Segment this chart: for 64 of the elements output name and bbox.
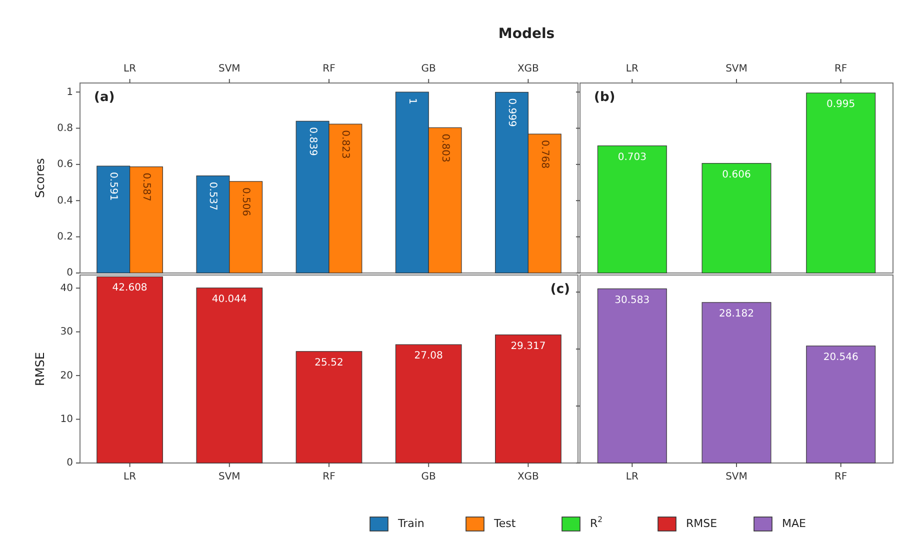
legend-label: RMSE xyxy=(686,517,718,530)
x-tick-label: RF xyxy=(322,472,336,483)
data-label: 1 xyxy=(406,98,418,104)
data-label: 27.08 xyxy=(414,350,443,362)
y-tick-label: 0 xyxy=(66,458,73,469)
data-label: 0.768 xyxy=(538,140,550,169)
x-tick-label: LR xyxy=(626,64,638,75)
bar xyxy=(495,334,562,464)
x-tick-label: XGB xyxy=(517,64,540,75)
bar xyxy=(296,351,362,464)
data-label: 20.546 xyxy=(823,352,858,363)
y-tick-label: 0 xyxy=(66,268,73,279)
data-label: 29.317 xyxy=(510,340,546,352)
data-label: 0.823 xyxy=(340,130,351,159)
y-tick-label: 30 xyxy=(60,326,73,338)
x-tick-label: SVM xyxy=(218,64,240,75)
x-tick-label: SVM xyxy=(726,64,748,75)
legend-label: Train xyxy=(397,517,424,530)
data-label: 42.608 xyxy=(112,282,148,294)
data-label: 0.803 xyxy=(439,134,450,162)
data-label: 25.52 xyxy=(314,357,344,368)
x-tick-label: RF xyxy=(834,64,848,75)
y-tick-label: 0.2 xyxy=(57,232,73,243)
x-tick-label: XGB xyxy=(517,472,540,483)
bar xyxy=(395,344,462,464)
data-label: 0.591 xyxy=(108,172,119,201)
legend-label: R$^{2}$ xyxy=(590,514,603,530)
annotation: (a) xyxy=(94,90,115,105)
data-label: 0.506 xyxy=(240,187,252,216)
legend-label: Test xyxy=(493,517,516,530)
x-tick-label: SVM xyxy=(218,472,240,483)
y-tick-label: 0.8 xyxy=(57,122,73,134)
text: MAE xyxy=(782,517,806,530)
data-label: 0.703 xyxy=(618,152,646,163)
data-label: 0.587 xyxy=(140,172,152,202)
y-tick-label: 1 xyxy=(66,86,73,98)
data-label: 0.839 xyxy=(306,127,318,156)
y-tick-label: 40 xyxy=(60,282,73,294)
x-tick-label: RF xyxy=(322,64,336,75)
y-tick-label: 10 xyxy=(60,414,73,426)
bar xyxy=(196,288,263,464)
y-tick-label: 0.4 xyxy=(57,195,73,206)
x-tick-label: GB xyxy=(421,472,436,483)
chart-title: Models xyxy=(498,26,555,42)
x-tick-label: SVM xyxy=(726,472,748,483)
y-tick-label: 0.6 xyxy=(57,159,73,170)
y-tick-label: 20 xyxy=(60,370,73,382)
y-axis-title: Scores xyxy=(33,158,47,198)
x-tick-label: LR xyxy=(124,64,136,75)
data-label: 0.995 xyxy=(826,98,856,110)
annotation: (b) xyxy=(594,90,616,105)
x-tick-label: LR xyxy=(124,472,136,483)
data-label: 0.537 xyxy=(207,182,218,210)
data-label: 30.583 xyxy=(614,294,650,306)
x-tick-label: GB xyxy=(421,64,436,75)
data-label: 28.182 xyxy=(719,308,754,320)
y-axis-title: RMSE xyxy=(33,352,47,386)
bar xyxy=(96,276,163,464)
data-label: 0.606 xyxy=(722,169,751,180)
x-tick-label: LR xyxy=(626,472,638,483)
annotation: (c) xyxy=(550,282,570,297)
data-label: 0.999 xyxy=(506,98,518,127)
x-tick-label: RF xyxy=(834,472,848,483)
data-label: 40.044 xyxy=(212,294,247,305)
